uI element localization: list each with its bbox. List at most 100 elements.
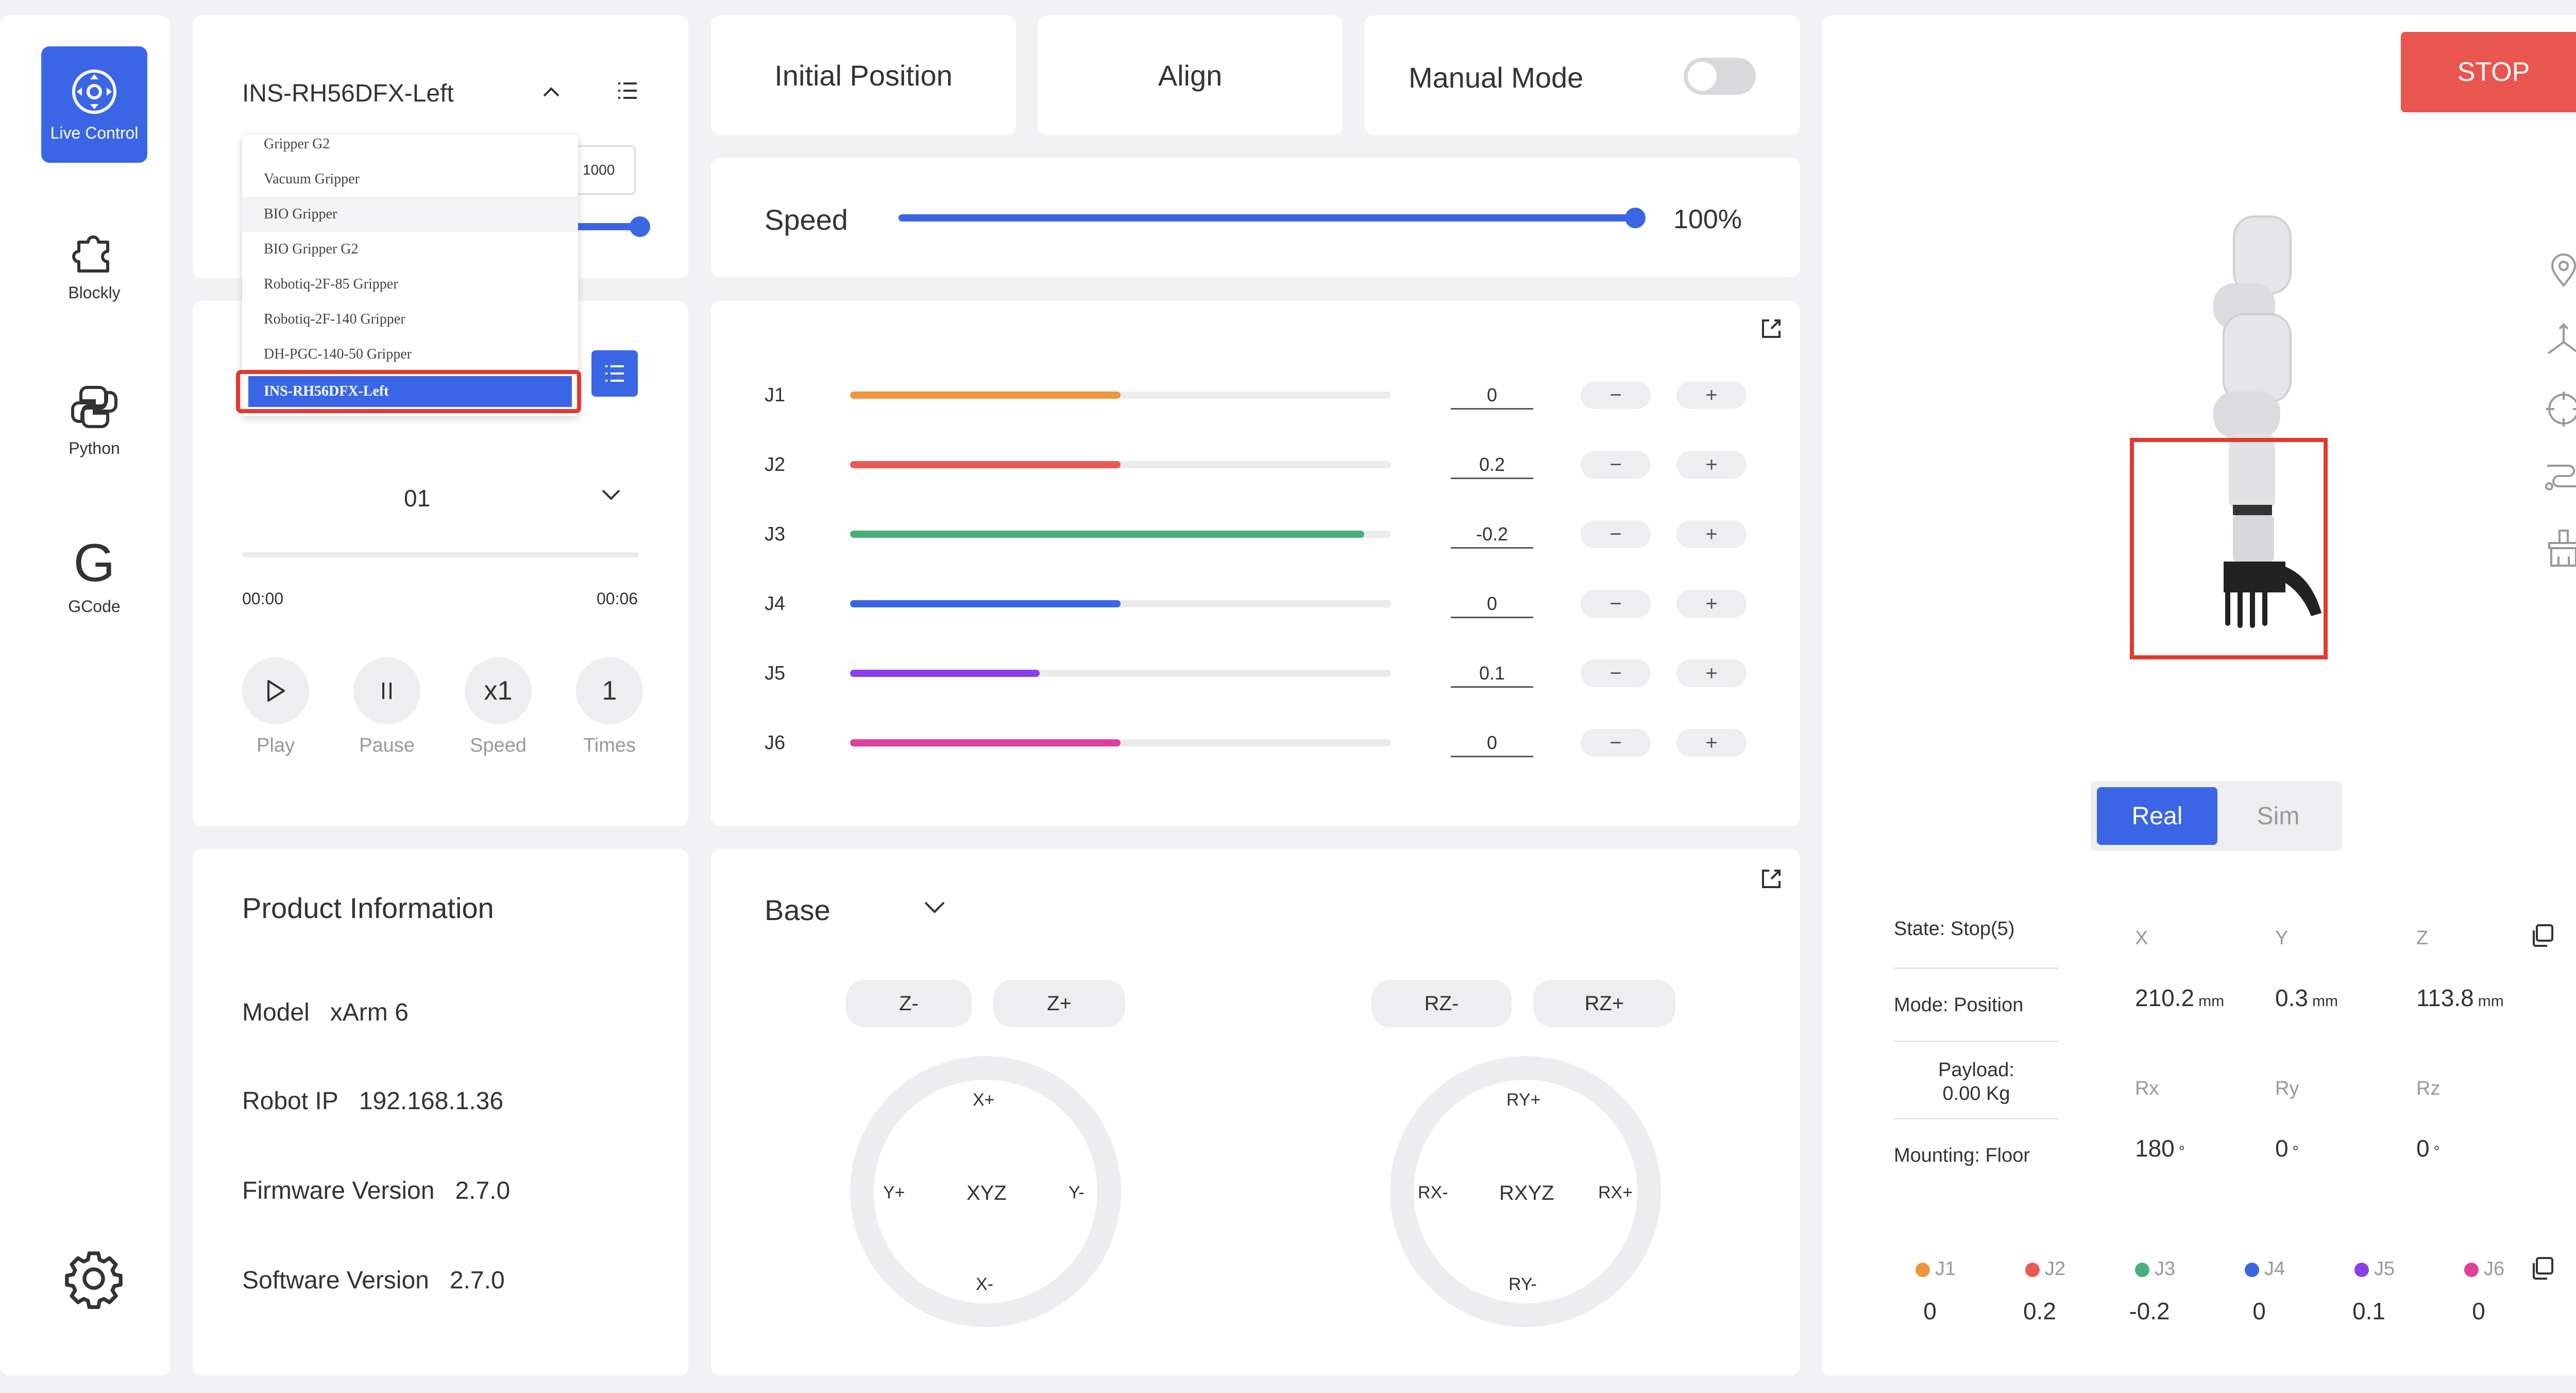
ry-minus-label[interactable]: RY-	[1509, 1275, 1537, 1294]
gripper-speed-input[interactable]: 1000	[574, 145, 636, 195]
speed-panel: Speed 100%	[711, 158, 1800, 277]
y-plus-label[interactable]: Y+	[883, 1183, 905, 1202]
joint-value-input[interactable]: 0.1	[1451, 662, 1533, 688]
joint-slider[interactable]	[850, 392, 1391, 399]
chevron-down-icon[interactable]	[600, 486, 622, 502]
speed-label: Speed	[765, 203, 848, 236]
joint-decrement-button[interactable]: −	[1581, 381, 1651, 409]
brush-icon[interactable]	[2544, 528, 2576, 569]
joint-value-input[interactable]: 0	[1451, 593, 1533, 618]
coordinate-frame-select[interactable]: Base	[765, 894, 831, 926]
copy-icon[interactable]	[2530, 923, 2554, 948]
joint-decrement-button[interactable]: −	[1581, 659, 1651, 687]
pose-z-value: 113.8 mm	[2416, 984, 2504, 1012]
joint-value-input[interactable]: 0.2	[1451, 454, 1533, 479]
gripper-speed-handle[interactable]	[630, 216, 650, 237]
initial-position-button[interactable]: Initial Position	[711, 15, 1016, 135]
joint-increment-button[interactable]: +	[1676, 381, 1747, 409]
product-row-software: Software Version 2.7.0	[242, 1266, 505, 1295]
z-minus-button[interactable]: Z-	[846, 980, 972, 1027]
joint-slider[interactable]	[850, 670, 1391, 677]
path-icon[interactable]	[2543, 458, 2576, 498]
rz-plus-button[interactable]: RZ+	[1533, 980, 1675, 1027]
chevron-down-icon[interactable]	[922, 898, 947, 915]
joint-color-dot	[2464, 1262, 2479, 1277]
mounting-row: Mounting: Floor	[1894, 1145, 2069, 1167]
right-panel: STOP Real Sim State: Stop(5)	[1822, 15, 2576, 1375]
joint-value-input[interactable]: -0.2	[1451, 523, 1533, 549]
dropdown-option[interactable]: BIO Gripper G2	[264, 241, 359, 257]
state-label: State:	[1894, 918, 1945, 940]
joint-summary-label: J5	[2354, 1258, 2395, 1280]
joint-summary-name: J4	[2264, 1258, 2285, 1280]
joint-increment-button[interactable]: +	[1676, 659, 1747, 687]
speed-button[interactable]: x1	[465, 657, 532, 724]
joint-value-input[interactable]: 0	[1451, 732, 1533, 757]
joint-increment-button[interactable]: +	[1676, 451, 1747, 479]
state-label: Payload:	[1938, 1059, 2014, 1081]
align-button[interactable]: Align	[1038, 15, 1343, 135]
align-label: Align	[1158, 59, 1223, 92]
nav-label: Python	[69, 438, 120, 457]
joint-decrement-button[interactable]: −	[1581, 451, 1651, 479]
nav-gcode[interactable]: G GCode	[41, 518, 147, 634]
nav-python[interactable]: Python	[41, 362, 147, 478]
joint-decrement-button[interactable]: −	[1581, 590, 1651, 618]
trajectory-progress[interactable]	[242, 552, 639, 557]
speed-slider[interactable]	[899, 214, 1635, 222]
joint-value-input[interactable]: 0	[1451, 384, 1533, 410]
dropdown-option[interactable]: Robotiq-2F-85 Gripper	[264, 276, 398, 292]
crosshair-icon[interactable]	[2544, 389, 2576, 429]
joint-summary-name: J6	[2484, 1258, 2505, 1280]
dropdown-option[interactable]: Gripper G2	[264, 136, 330, 152]
dropdown-option-selected[interactable]: INS-RH56DFX-Left	[248, 376, 572, 407]
trajectory-select[interactable]: 01	[404, 485, 431, 512]
rx-minus-label[interactable]: RX-	[1418, 1183, 1448, 1202]
state-label: Mode:	[1894, 994, 1948, 1016]
highlight-box	[236, 370, 581, 413]
sim-tab[interactable]: Sim	[2257, 802, 2300, 830]
pause-button[interactable]	[353, 657, 420, 724]
joint-decrement-button[interactable]: −	[1581, 520, 1651, 548]
nav-blockly[interactable]: Blockly	[41, 206, 147, 322]
nav-live-control[interactable]: Live Control	[41, 46, 147, 163]
dropdown-option[interactable]: BIO Gripper	[242, 197, 578, 232]
joint-slider[interactable]	[850, 600, 1391, 607]
rz-minus-button[interactable]: RZ-	[1371, 980, 1512, 1027]
joint-slider[interactable]	[850, 739, 1391, 746]
z-plus-button[interactable]: Z+	[993, 980, 1125, 1027]
rx-plus-label[interactable]: RX+	[1598, 1183, 1633, 1202]
dropdown-option[interactable]: DH-PGC-140-50 Gripper	[264, 346, 412, 362]
play-button[interactable]	[242, 657, 309, 724]
gripper-select[interactable]: INS-RH56DFX-Left	[242, 80, 454, 107]
times-button[interactable]: 1	[576, 657, 643, 724]
location-pin-icon[interactable]	[2548, 252, 2576, 288]
stop-button[interactable]: STOP	[2401, 32, 2576, 112]
dropdown-option[interactable]: Vacuum Gripper	[264, 171, 360, 187]
nav-label: GCode	[68, 597, 121, 616]
joint-decrement-button[interactable]: −	[1581, 729, 1651, 757]
trajectory-list-button[interactable]	[591, 350, 638, 397]
external-link-icon[interactable]	[1759, 867, 1784, 891]
x-plus-label[interactable]: X+	[973, 1090, 995, 1110]
joint-increment-button[interactable]: +	[1676, 520, 1747, 548]
ry-plus-label[interactable]: RY+	[1506, 1090, 1541, 1110]
external-link-icon[interactable]	[1759, 316, 1784, 341]
x-minus-label[interactable]: X-	[976, 1275, 993, 1294]
joint-increment-button[interactable]: +	[1676, 590, 1747, 618]
chevron-up-icon[interactable]	[541, 84, 562, 100]
manual-mode-toggle[interactable]	[1684, 58, 1756, 95]
axes-icon[interactable]	[2543, 319, 2576, 361]
real-tab[interactable]: Real	[2097, 787, 2217, 845]
list-icon[interactable]	[616, 80, 639, 101]
product-value: 2.7.0	[455, 1177, 511, 1204]
y-minus-label[interactable]: Y-	[1069, 1183, 1084, 1202]
joint-slider[interactable]	[850, 531, 1391, 538]
joint-increment-button[interactable]: +	[1676, 729, 1747, 757]
gear-icon[interactable]	[62, 1247, 126, 1311]
speed-slider-handle[interactable]	[1625, 208, 1646, 228]
copy-icon[interactable]	[2530, 1256, 2554, 1281]
gripper-speed-slider[interactable]	[574, 223, 641, 230]
dropdown-option[interactable]: Robotiq-2F-140 Gripper	[264, 311, 405, 327]
joint-slider[interactable]	[850, 461, 1391, 468]
